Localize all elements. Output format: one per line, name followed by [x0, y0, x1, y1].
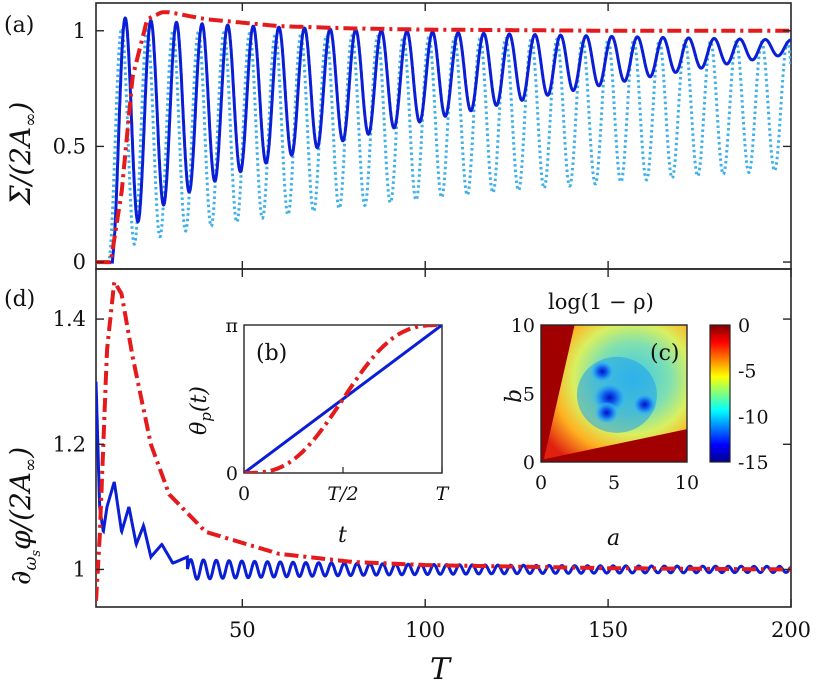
- heatmap-minimum: [632, 393, 657, 416]
- heatmap-ytick-label: 0: [523, 452, 535, 474]
- inset-b-ytick-label: 0: [226, 463, 238, 485]
- panel-d-ytick-label: 1.4: [53, 307, 86, 331]
- heatmap-minimum: [590, 360, 615, 383]
- colorbar-ticks: 0 -5 -10 -15: [738, 315, 769, 474]
- panel-d-label: (d): [4, 287, 35, 312]
- heatmap-minima: [576, 356, 657, 433]
- inset-b-series-sigmoid: [244, 325, 442, 473]
- panel-d-ticks: 11.21.450 100 150 200: [53, 269, 811, 642]
- panel-a-ylabel: Σ/(2A∞): [4, 102, 41, 206]
- heatmap-plot: [541, 325, 687, 462]
- inset-b-ytick-label: π: [226, 315, 239, 337]
- heatmap-ylabel: b: [502, 389, 527, 403]
- panel-a-ytick-label: 0.5: [53, 134, 86, 158]
- panel-d-plot: [96, 276, 791, 601]
- panel-d-ytick-label: 1.2: [53, 432, 86, 456]
- heatmap-xlabel: a: [607, 526, 620, 551]
- inset-b-plot: [244, 325, 442, 473]
- inset-b-xtick-label: T/2: [327, 483, 358, 505]
- colorbar-tick-label: 0: [738, 315, 750, 337]
- panel-a-label: (a): [4, 13, 34, 38]
- panel-d-ylabel: ∂ωsφ/(2A∞): [4, 447, 44, 585]
- panel-d-frame: [95, 268, 792, 608]
- heatmap-xtick-label: 0: [535, 472, 547, 494]
- colorbar-tick-label: -15: [738, 452, 769, 474]
- heatmap-minimum: [594, 401, 619, 424]
- colorbar-tick-label: -5: [738, 361, 757, 383]
- heatmap-ticks: 00 5 5 10 10: [511, 315, 699, 494]
- panel-a-series-dotted: [96, 26, 791, 264]
- panel-a-ticks: 00.51: [53, 3, 791, 274]
- heatmap-xtick-label: 5: [608, 472, 620, 494]
- panel-b-label: (b): [256, 341, 287, 366]
- inset-b-ticks: 0 T/2 T 0 π: [226, 315, 450, 505]
- panel-a-series-dash-dot: [96, 10, 791, 265]
- panel-a-series-solid: [96, 16, 791, 264]
- panel-d-xtick-label: 100: [405, 618, 445, 642]
- heatmap-ytick-label: 5: [523, 384, 535, 406]
- panel-d-series-dash-dot: [96, 276, 791, 601]
- colorbar-tick-label: -10: [738, 406, 769, 428]
- panel-a-plot: [96, 10, 791, 265]
- inset-b-xlabel: t: [338, 523, 347, 548]
- colorbar: [709, 324, 731, 463]
- inset-b-series-linear: [244, 325, 442, 473]
- panel-c-label: (c): [650, 341, 680, 366]
- heatmap-frame: [540, 324, 688, 463]
- inset-b-ylabel: θp(t): [187, 386, 215, 435]
- panel-d-xtick-label: 200: [771, 618, 811, 642]
- panel-d-ytick-label: 1: [73, 557, 86, 581]
- inset-b-xtick-label: T: [436, 483, 450, 505]
- inset-b-xtick-label: 0: [238, 483, 250, 505]
- panel-a-ytick-label: 0: [73, 250, 86, 274]
- panel-a-ytick-label: 1: [73, 19, 86, 43]
- heatmap-title: log(1 − ρ): [548, 290, 654, 314]
- heatmap-xtick-label: 10: [675, 472, 699, 494]
- panel-d-xtick-label: 150: [588, 618, 628, 642]
- panel-d-xlabel: T: [430, 652, 452, 687]
- panel-d-xtick-label: 50: [229, 618, 256, 642]
- heatmap-ytick-label: 10: [511, 315, 535, 337]
